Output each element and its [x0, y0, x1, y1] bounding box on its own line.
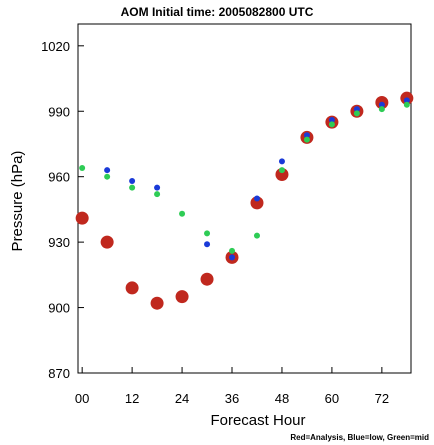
analysis-point — [125, 281, 139, 295]
x-tick-label: 60 — [325, 391, 339, 406]
x-tick-label: 72 — [375, 391, 389, 406]
low-point — [154, 184, 161, 191]
mid-point — [79, 164, 86, 171]
low-point — [104, 167, 111, 174]
analysis-point — [175, 290, 189, 304]
mid-point — [253, 232, 260, 239]
mid-point — [104, 173, 111, 180]
low-point — [328, 116, 335, 123]
x-tick-label: 00 — [75, 391, 89, 406]
mid-point — [129, 184, 136, 191]
y-tick-label: 1020 — [41, 39, 70, 54]
legend-note: Red=Analysis, Blue=low, Green=mid — [290, 433, 429, 442]
x-axis-label: Forecast Hour — [210, 412, 305, 429]
plot-frame — [77, 23, 412, 374]
low-point — [353, 106, 360, 113]
mid-point — [378, 106, 385, 113]
x-tick-label: 36 — [225, 391, 239, 406]
y-tick-label: 990 — [48, 104, 70, 119]
mid-point — [154, 191, 161, 198]
analysis-point — [150, 296, 164, 310]
low-point — [378, 101, 385, 108]
analysis-point — [100, 235, 114, 249]
low-point — [278, 158, 285, 165]
low-point — [303, 132, 310, 139]
y-tick-label: 900 — [48, 301, 70, 316]
analysis-point — [250, 196, 264, 210]
axis-ticks: 00 12 24 36 48 60 72 870 900 930 960 990 1020 — [41, 39, 389, 406]
chart-title: AOM Initial time: 2005082800 UTC — [121, 5, 314, 19]
low-point — [129, 178, 136, 185]
mid-point — [328, 121, 335, 128]
x-tick-label: 48 — [275, 391, 289, 406]
low-point — [229, 254, 236, 261]
y-tick-label: 930 — [48, 235, 70, 250]
low-point — [253, 195, 260, 202]
data-points — [75, 91, 414, 310]
low-point — [204, 241, 211, 248]
mid-point — [303, 136, 310, 143]
mid-point — [179, 210, 186, 217]
x-tick-label: 24 — [175, 391, 189, 406]
y-tick-label: 960 — [48, 170, 70, 185]
x-tick-label: 12 — [125, 391, 139, 406]
y-tick-label: 870 — [48, 366, 70, 381]
analysis-point — [200, 272, 214, 286]
mid-point — [204, 230, 211, 237]
mid-point — [229, 247, 236, 254]
low-point — [403, 97, 410, 104]
mid-point — [353, 110, 360, 117]
mid-point — [278, 167, 285, 174]
analysis-point — [75, 211, 89, 225]
mid-point — [403, 101, 410, 108]
analysis-point — [275, 168, 289, 182]
y-axis-label: Pressure (hPa) — [9, 151, 26, 252]
